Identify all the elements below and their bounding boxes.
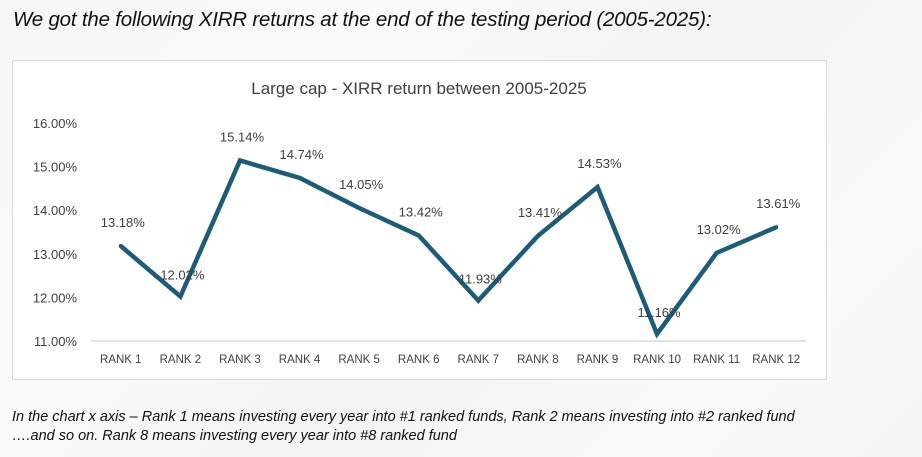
data-label: 11.93% bbox=[459, 271, 503, 286]
data-point bbox=[118, 243, 123, 248]
data-point bbox=[476, 298, 481, 303]
data-label: 15.14% bbox=[220, 129, 265, 144]
y-tick-label: 14.00% bbox=[33, 203, 78, 218]
x-tick-label: RANK 7 bbox=[458, 354, 500, 366]
page-heading: We got the following XIRR returns at the… bbox=[13, 8, 712, 31]
data-label: 11.16% bbox=[637, 305, 681, 320]
chart-container: Large cap - XIRR return between 2005-202… bbox=[12, 60, 827, 380]
data-label: 14.05% bbox=[339, 177, 384, 192]
x-tick-label: RANK 1 bbox=[100, 354, 142, 366]
data-label: 14.53% bbox=[577, 156, 622, 171]
data-point bbox=[297, 175, 302, 180]
data-label: 12.02% bbox=[160, 268, 205, 283]
footnote-line-1: In the chart x axis – Rank 1 means inves… bbox=[12, 409, 795, 425]
x-tick-label: RANK 11 bbox=[693, 354, 740, 366]
x-tick-label: RANK 10 bbox=[633, 354, 681, 366]
x-tick-label: RANK 4 bbox=[279, 354, 321, 366]
x-tick-label: RANK 12 bbox=[752, 354, 800, 366]
data-point bbox=[595, 185, 600, 190]
y-tick-label: 13.00% bbox=[33, 247, 78, 262]
footnote-line-2: ….and so on. Rank 8 means investing ever… bbox=[12, 428, 457, 444]
x-tick-label: RANK 6 bbox=[398, 354, 440, 366]
y-tick-label: 11.00% bbox=[34, 334, 78, 349]
data-point bbox=[535, 233, 540, 238]
line-chart: Large cap - XIRR return between 2005-202… bbox=[33, 79, 806, 366]
data-point bbox=[237, 158, 242, 163]
data-label: 13.41% bbox=[518, 205, 563, 220]
data-point bbox=[655, 332, 660, 337]
x-tick-label: RANK 8 bbox=[517, 354, 559, 366]
data-point bbox=[774, 225, 779, 230]
data-label: 13.42% bbox=[399, 204, 444, 219]
data-label: 14.74% bbox=[279, 147, 324, 162]
y-tick-label: 12.00% bbox=[33, 290, 78, 305]
footnote: In the chart x axis – Rank 1 means inves… bbox=[12, 408, 912, 446]
data-label: 13.18% bbox=[101, 215, 146, 230]
x-tick-label: RANK 5 bbox=[338, 354, 380, 366]
data-label: 13.02% bbox=[697, 222, 742, 237]
data-label: 13.61% bbox=[756, 196, 801, 211]
x-tick-label: RANK 3 bbox=[219, 354, 261, 366]
data-point bbox=[357, 206, 362, 211]
data-point bbox=[714, 250, 719, 255]
data-point bbox=[416, 233, 421, 238]
x-tick-label: RANK 9 bbox=[577, 354, 619, 366]
y-tick-label: 15.00% bbox=[33, 160, 78, 175]
x-tick-label: RANK 2 bbox=[160, 354, 202, 366]
series-line bbox=[119, 157, 778, 339]
data-point bbox=[178, 294, 183, 299]
y-tick-label: 16.00% bbox=[33, 116, 78, 131]
chart-title: Large cap - XIRR return between 2005-202… bbox=[251, 79, 586, 98]
